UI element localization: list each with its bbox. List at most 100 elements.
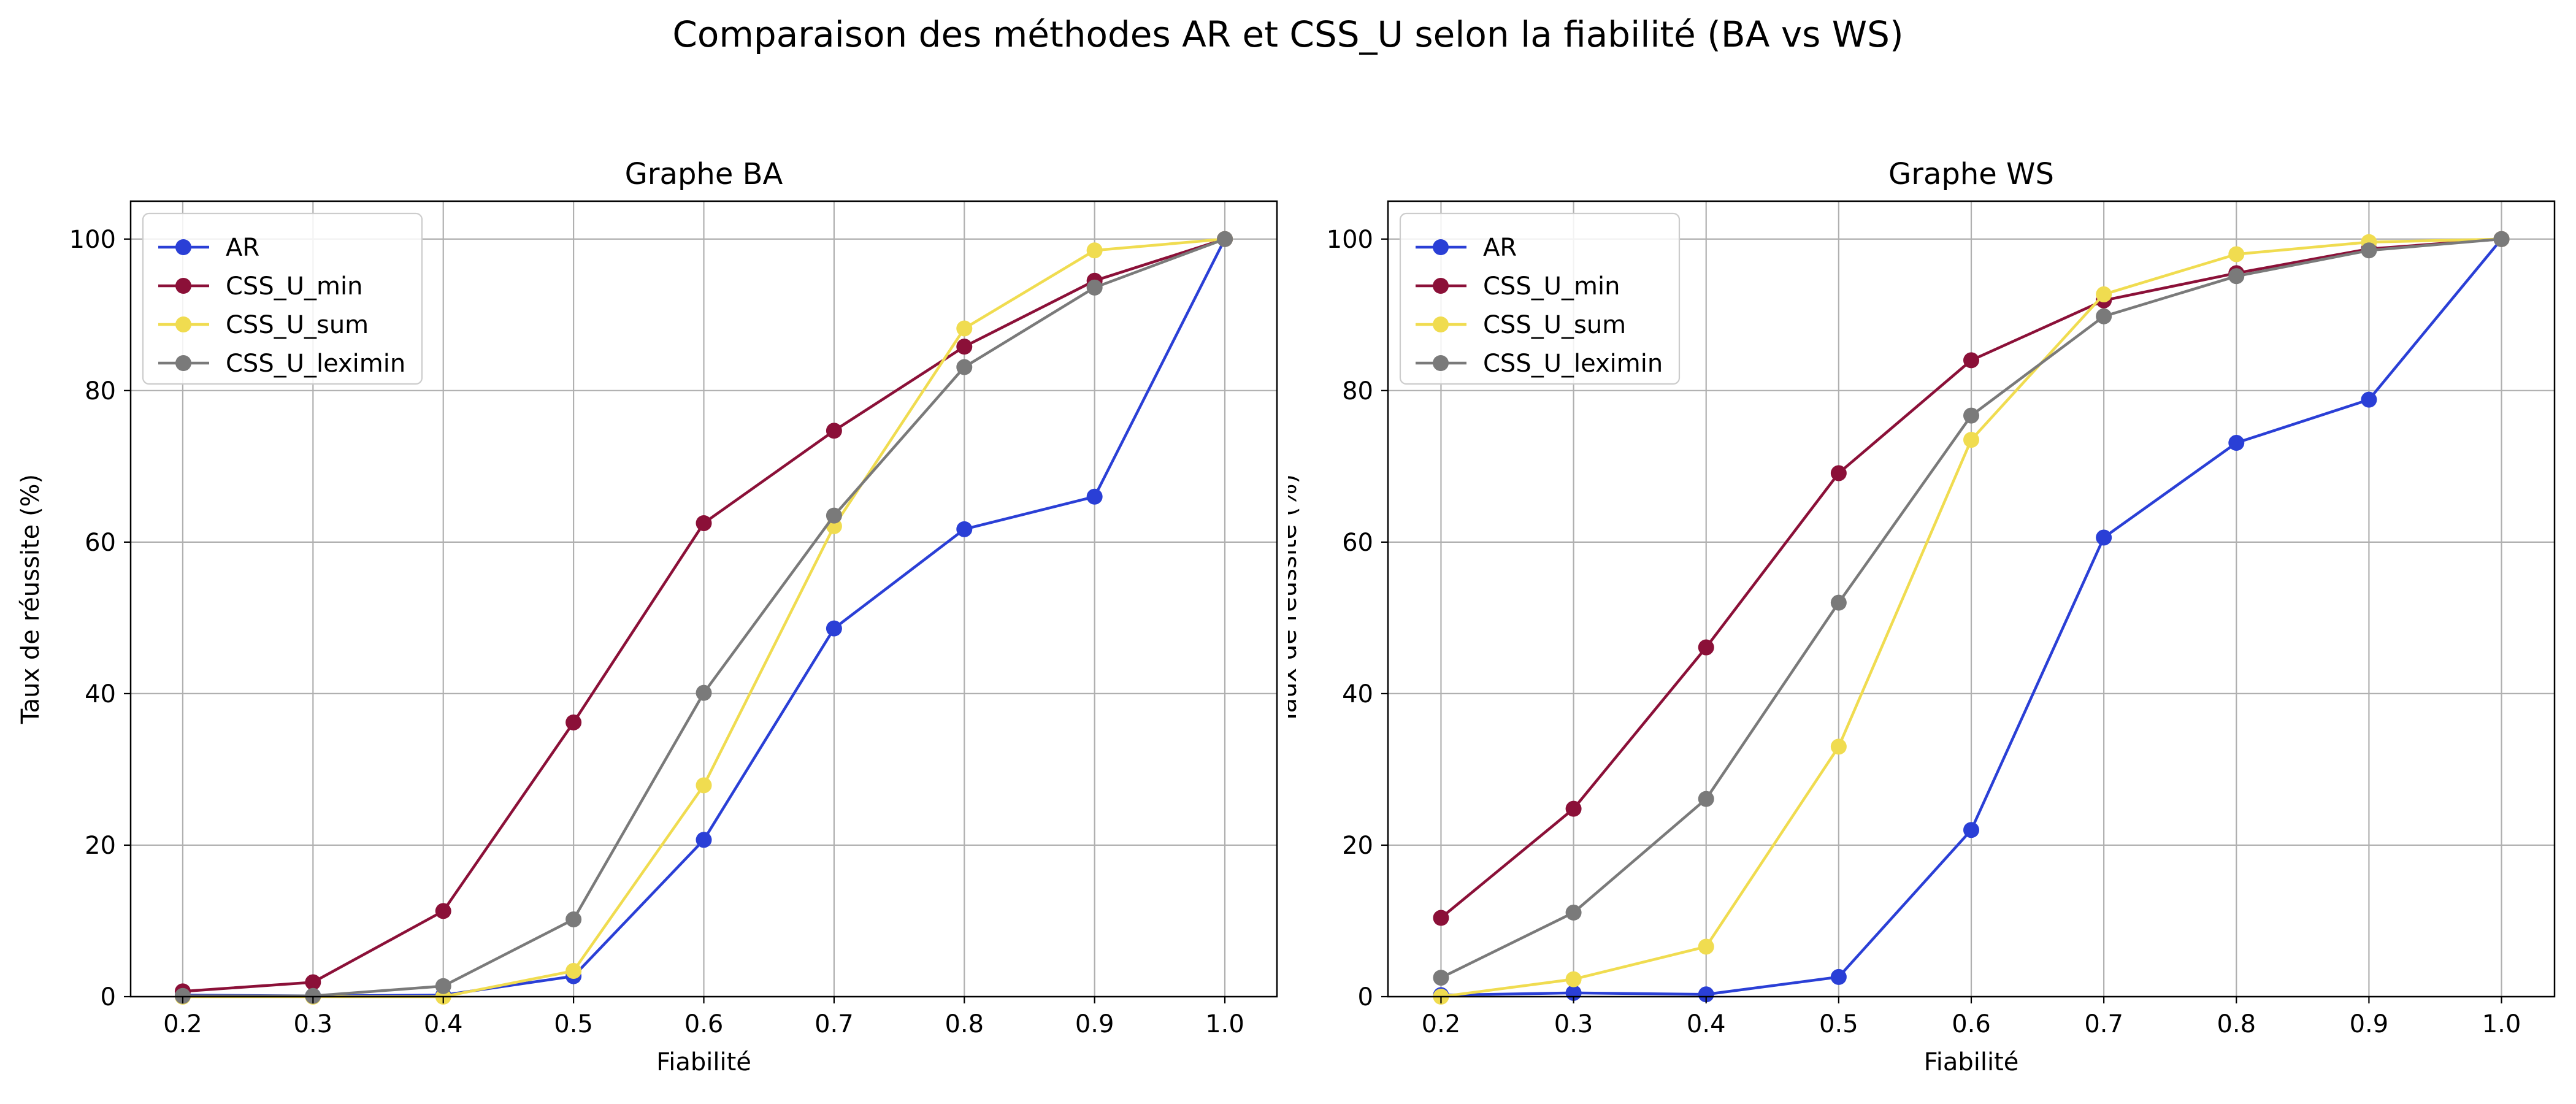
ba-xtick-label-4: 0.6 bbox=[684, 1010, 724, 1038]
ba-point-CSS_U_min-3 bbox=[565, 714, 582, 730]
ws-xtick-label-5: 0.7 bbox=[2084, 1010, 2123, 1038]
ws-ytick-label-4: 80 bbox=[1342, 377, 1373, 405]
ws-point-AR-5 bbox=[2096, 529, 2112, 546]
ba-panel-title: Graphe BA bbox=[625, 157, 783, 191]
ws-point-AR-2 bbox=[1698, 986, 1714, 1003]
ws-xtick-label-8: 1.0 bbox=[2482, 1010, 2521, 1038]
ws-legend: AR CSS_U_min CSS_U_sum CSS_U_leximin bbox=[1399, 212, 1681, 385]
ba-point-CSS_U_leximin-2 bbox=[435, 978, 451, 994]
ws-panel-title: Graphe WS bbox=[1888, 157, 2054, 191]
ba-xtick-label-6: 0.8 bbox=[945, 1010, 984, 1038]
ba-xtick-label-2: 0.4 bbox=[424, 1010, 463, 1038]
ba-point-CSS_U_leximin-3 bbox=[565, 911, 582, 928]
ba-point-CSS_U_leximin-7 bbox=[1086, 279, 1103, 296]
ba-ytick-label-1: 20 bbox=[85, 832, 116, 860]
ba-point-CSS_U_leximin-5 bbox=[826, 507, 842, 524]
ws-point-CSS_U_sum-5 bbox=[2096, 286, 2112, 302]
ws-point-CSS_U_leximin-7 bbox=[2361, 242, 2377, 259]
ws-point-CSS_U_leximin-5 bbox=[2096, 308, 2112, 324]
ba-point-AR-4 bbox=[696, 832, 712, 848]
ba-ytick-label-5: 100 bbox=[69, 226, 116, 254]
chart-ws: 0.2 0.3 0.4 0.5 0.6 0.7 0.8 0.9 1.0 0 20 40 60 80 100 G… bbox=[1288, 157, 2556, 1076]
ws-legend-marker-CSS_U_sum bbox=[1433, 316, 1449, 332]
ws-point-CSS_U_min-4 bbox=[1963, 352, 1979, 369]
ba-point-CSS_U_leximin-6 bbox=[956, 359, 973, 375]
ws-point-AR-3 bbox=[1830, 968, 1847, 985]
ba-xtick-label-5: 0.7 bbox=[815, 1010, 854, 1038]
ws-xtick-label-4: 0.6 bbox=[1952, 1010, 1991, 1038]
ws-point-CSS_U_sum-6 bbox=[2228, 246, 2245, 263]
ba-legend-marker-CSS_U_leximin bbox=[175, 355, 191, 371]
ba-ytick-label-2: 40 bbox=[85, 680, 116, 708]
ba-point-CSS_U_leximin-8 bbox=[1217, 231, 1233, 247]
ws-point-CSS_U_leximin-4 bbox=[1963, 407, 1979, 424]
ws-legend-label-CSS_U_leximin: CSS_U_leximin bbox=[1483, 350, 1663, 378]
ba-xtick-label-7: 0.9 bbox=[1075, 1010, 1114, 1038]
ba-ytick-label-4: 80 bbox=[85, 377, 116, 405]
figure-title: Comparaison des méthodes AR et CSS_U sel… bbox=[672, 13, 1904, 55]
ws-xtick-label-0: 0.2 bbox=[1422, 1010, 1461, 1038]
ws-ytick-label-0: 0 bbox=[1358, 983, 1373, 1011]
ba-point-AR-5 bbox=[826, 620, 842, 637]
ws-legend-marker-AR bbox=[1433, 239, 1449, 255]
ws-point-CSS_U_min-1 bbox=[1565, 800, 1582, 817]
ws-xtick-label-7: 0.9 bbox=[2350, 1010, 2389, 1038]
ws-legend-marker-CSS_U_leximin bbox=[1433, 355, 1449, 371]
ws-point-CSS_U_leximin-1 bbox=[1565, 904, 1582, 921]
ba-legend-marker-CSS_U_min bbox=[175, 278, 191, 294]
ba-point-CSS_U_min-1 bbox=[305, 974, 321, 991]
ba-xtick-label-3: 0.5 bbox=[554, 1010, 593, 1038]
ws-xtick-label-1: 0.3 bbox=[1554, 1010, 1593, 1038]
ba-point-AR-6 bbox=[956, 521, 973, 537]
ws-point-CSS_U_min-0 bbox=[1433, 910, 1449, 926]
ba-legend-marker-AR bbox=[175, 239, 191, 255]
ws-ytick-label-5: 100 bbox=[1327, 226, 1373, 254]
ba-point-CSS_U_sum-6 bbox=[956, 320, 973, 337]
ba-legend-box bbox=[142, 212, 423, 385]
ws-point-CSS_U_sum-3 bbox=[1830, 738, 1847, 755]
ba-point-CSS_U_min-2 bbox=[435, 903, 451, 919]
ws-point-CSS_U_leximin-3 bbox=[1830, 594, 1847, 611]
ba-point-AR-7 bbox=[1086, 488, 1103, 505]
ba-point-CSS_U_min-6 bbox=[956, 339, 973, 355]
ws-point-CSS_U_min-3 bbox=[1830, 465, 1847, 481]
ws-point-CSS_U_leximin-2 bbox=[1698, 791, 1714, 807]
ba-ytick-label-0: 0 bbox=[101, 983, 116, 1011]
ba-legend-marker-CSS_U_sum bbox=[175, 316, 191, 332]
ws-ytick-label-3: 60 bbox=[1342, 529, 1373, 557]
ba-point-CSS_U_sum-7 bbox=[1086, 242, 1103, 259]
ws-ylabel: Taux de réussite (%) bbox=[1288, 474, 1302, 724]
ws-point-CSS_U_sum-4 bbox=[1963, 432, 1979, 448]
ws-ytick-label-1: 20 bbox=[1342, 832, 1373, 860]
ws-point-CSS_U_sum-1 bbox=[1565, 971, 1582, 987]
ba-xtick-label-1: 0.3 bbox=[294, 1010, 333, 1038]
ws-xtick-label-6: 0.8 bbox=[2217, 1010, 2256, 1038]
ba-point-CSS_U_sum-3 bbox=[565, 963, 582, 979]
ws-point-AR-7 bbox=[2361, 391, 2377, 408]
ws-legend-label-CSS_U_sum: CSS_U_sum bbox=[1483, 311, 1626, 339]
ws-xlabel: Fiabilité bbox=[1924, 1048, 2019, 1076]
ws-ytick-label-2: 40 bbox=[1342, 680, 1373, 708]
ba-ytick-label-3: 60 bbox=[85, 529, 116, 557]
ws-legend-box bbox=[1399, 212, 1681, 385]
ba-point-CSS_U_min-5 bbox=[826, 423, 842, 439]
ws-point-CSS_U_leximin-6 bbox=[2228, 268, 2245, 285]
chart-ba: 0.2 0.3 0.4 0.5 0.6 0.7 0.8 0.9 1.0 0 20 40 60 80 100 G… bbox=[17, 157, 1278, 1076]
ws-xtick-label-3: 0.5 bbox=[1819, 1010, 1858, 1038]
ba-legend: AR CSS_U_min CSS_U_sum CSS_U_leximin bbox=[142, 212, 423, 385]
ba-xtick-label-8: 1.0 bbox=[1205, 1010, 1244, 1038]
ws-point-CSS_U_sum-2 bbox=[1698, 938, 1714, 955]
ws-point-AR-6 bbox=[2228, 435, 2245, 451]
ws-xtick-label-2: 0.4 bbox=[1687, 1010, 1726, 1038]
ba-xlabel: Fiabilité bbox=[656, 1048, 751, 1076]
ws-point-CSS_U_leximin-8 bbox=[2493, 231, 2510, 247]
ba-xtick-label-0: 0.2 bbox=[163, 1010, 202, 1038]
ws-legend-label-AR: AR bbox=[1483, 234, 1517, 262]
ba-point-CSS_U_min-4 bbox=[696, 515, 712, 531]
ba-legend-label-CSS_U_leximin: CSS_U_leximin bbox=[226, 350, 405, 378]
ba-point-CSS_U_sum-4 bbox=[696, 777, 712, 794]
ba-point-CSS_U_leximin-4 bbox=[696, 684, 712, 701]
ws-point-AR-4 bbox=[1963, 822, 1979, 838]
ws-legend-label-CSS_U_min: CSS_U_min bbox=[1483, 272, 1620, 301]
